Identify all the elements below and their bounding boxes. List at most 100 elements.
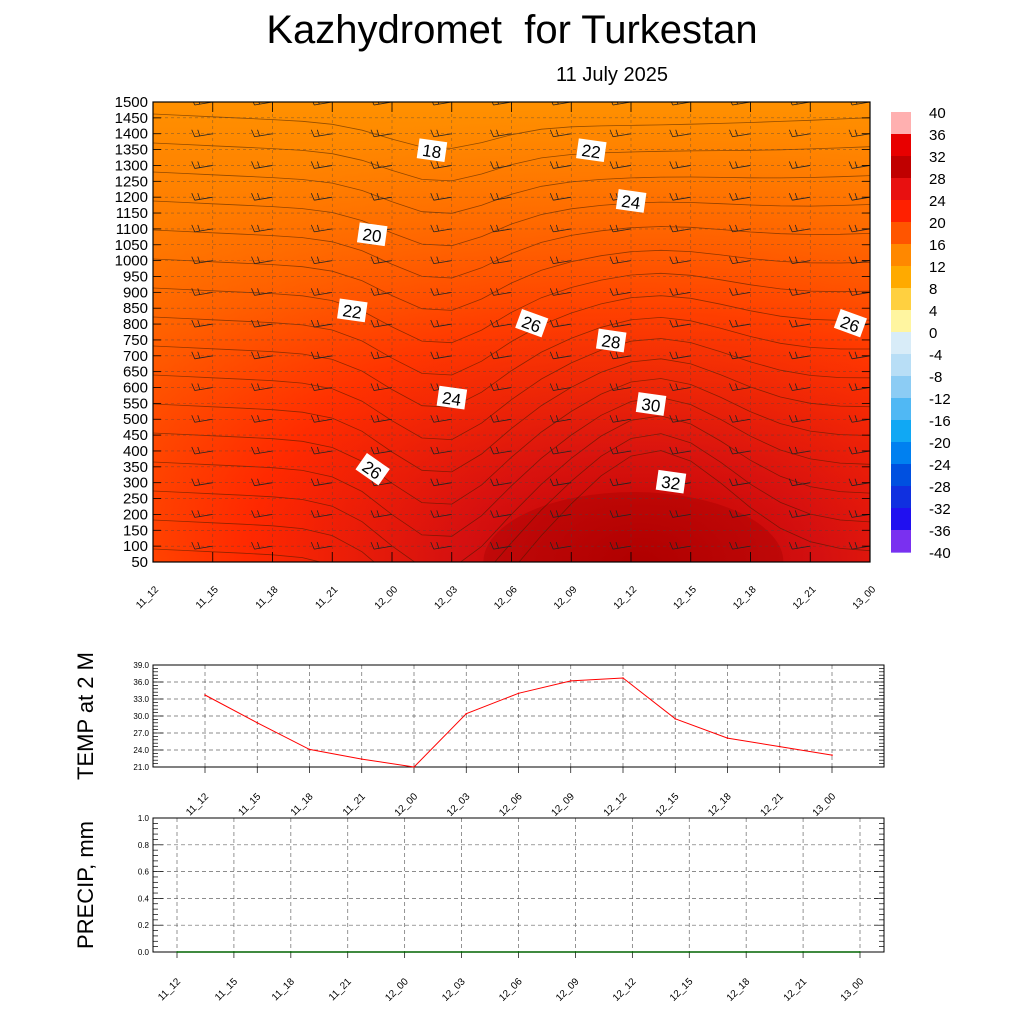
y-tick-label: 450 (123, 427, 148, 444)
y-tick-label: 1200 (115, 189, 148, 206)
x-tick-label: 11_12 (156, 976, 183, 1003)
data-point (403, 951, 406, 953)
wind-barb (609, 351, 632, 360)
wind-barb (370, 193, 393, 201)
wind-barb (549, 478, 572, 487)
wind-barb (191, 129, 213, 138)
colorbar-tick-label: 12 (929, 259, 946, 276)
wind-barb (729, 415, 751, 423)
wind-barb (549, 415, 572, 423)
wind-barb (788, 288, 811, 296)
contour-label-bg (576, 138, 607, 163)
wind-barb (609, 446, 632, 455)
wind-barb (669, 446, 691, 455)
data-point (802, 951, 804, 953)
x-tick-label: 12_00 (373, 584, 401, 612)
heat-core (483, 492, 784, 562)
contour-label-text: 22 (580, 141, 601, 162)
wind-barb (191, 224, 213, 233)
wind-barb (191, 193, 213, 201)
colorbar-tick-label: -16 (929, 413, 951, 430)
y-tick-label: 550 (123, 395, 148, 412)
wind-barb (729, 383, 751, 391)
x-tick-label: 12_21 (758, 791, 786, 819)
data-point (517, 692, 520, 695)
wind-barb (669, 541, 691, 550)
x-tick-label: 11_18 (289, 791, 316, 818)
wind-barb (788, 478, 811, 487)
wind-barb (251, 161, 273, 169)
y-tick-label: 100 (123, 538, 148, 555)
y-tick-label: 36.0 (133, 678, 149, 687)
y-tick-label: 1050 (115, 237, 148, 254)
wind-barb (549, 383, 572, 391)
y-tick-label: 950 (123, 268, 148, 285)
heatmap-panel: 1500145014001350130012501200115011001050… (115, 94, 879, 612)
y-tick-label: 0.6 (138, 868, 150, 877)
wind-barb (669, 193, 691, 201)
wind-barb (729, 224, 751, 233)
data-point (517, 951, 520, 953)
wind-barb (788, 256, 811, 265)
data-point (413, 766, 415, 768)
wind-barb (490, 510, 512, 518)
colorbar-segment (891, 178, 911, 201)
wind-barb (490, 541, 512, 550)
data-point (631, 951, 634, 953)
x-tick-label: 11_12 (134, 584, 161, 611)
y-tick-label: 250 (123, 491, 148, 508)
wind-barb (191, 446, 213, 455)
x-tick-label: 11_15 (194, 584, 221, 611)
wind-barb (191, 351, 213, 360)
y-tick-label: 1300 (115, 157, 148, 174)
wind-barb (310, 161, 333, 169)
colorbar-segment (891, 244, 911, 267)
wind-barb (490, 351, 512, 360)
wind-barb (669, 288, 691, 296)
y-tick-label: 700 (123, 348, 148, 365)
wind-barb (549, 224, 572, 233)
y-tick-label: 1100 (116, 221, 148, 238)
wind-barb (430, 256, 452, 265)
x-tick-label: 12_06 (492, 584, 520, 612)
x-tick-label: 12_03 (432, 584, 460, 612)
wind-barb (729, 510, 751, 518)
wind-barb (848, 415, 870, 423)
wind-barb (848, 224, 870, 233)
colorbar-segment (891, 420, 911, 443)
wind-barb (430, 288, 452, 296)
x-tick-label: 12_15 (654, 791, 682, 819)
wind-barb (669, 224, 691, 233)
y-tick-label: 200 (123, 506, 148, 523)
colorbar-segment (891, 442, 911, 465)
y-tick-label: 33.0 (133, 695, 149, 704)
wind-barb (430, 161, 452, 169)
y-tick-label: 24.0 (133, 746, 149, 755)
wind-barb (310, 446, 333, 455)
y-tick-label: 1400 (115, 126, 148, 143)
wind-barb (430, 224, 452, 233)
colorbar-tick-label: 32 (929, 149, 946, 166)
contour-label-text: 32 (660, 472, 681, 493)
contour-label-bg (655, 469, 687, 494)
colorbar-tick-label: 28 (929, 171, 946, 188)
y-tick-label: 1450 (115, 110, 148, 127)
wind-barb (251, 193, 273, 201)
colorbar-segment (891, 376, 911, 399)
contour-label: 22 (337, 298, 368, 323)
x-tick-label: 12_00 (383, 976, 411, 1004)
wind-barb (251, 541, 273, 550)
wind-barb (549, 446, 572, 455)
wind-barb (609, 161, 632, 169)
wind-barb (669, 319, 691, 328)
contour-label-bg (833, 308, 868, 338)
x-tick-label: 11_21 (341, 791, 368, 818)
wind-barb (310, 510, 333, 518)
wind-barb (490, 415, 512, 423)
wind-barb (848, 541, 870, 550)
contour-label-text: 30 (640, 395, 661, 416)
x-tick-label: 12_09 (554, 976, 582, 1004)
wind-barb (490, 129, 512, 138)
y-tick-label: 0.0 (138, 948, 150, 957)
colorbar-segment (891, 530, 911, 552)
